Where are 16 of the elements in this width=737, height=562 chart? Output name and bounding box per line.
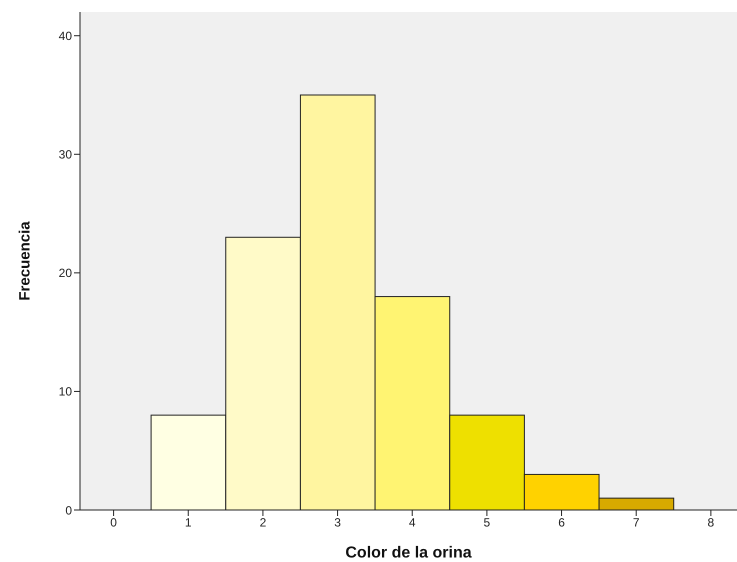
y-axis-title: Frecuencia	[16, 220, 34, 301]
y-tick-label: 10	[58, 384, 72, 399]
x-tick-label: 6	[558, 516, 566, 530]
x-tick-label: 1	[184, 516, 192, 530]
x-tick-label: 7	[632, 516, 640, 530]
y-tick-label: 20	[58, 266, 72, 280]
x-tick-label: 8	[708, 516, 715, 530]
x-tick-label: 4	[408, 516, 416, 530]
x-tick-label: 0	[110, 516, 118, 530]
x-tick-label: 3	[334, 516, 342, 530]
x-tick-label: 2	[260, 516, 267, 530]
x-axis-title: Color de la orina	[345, 544, 472, 562]
x-tick-label: 5	[484, 516, 491, 530]
y-tick-label: 40	[58, 28, 72, 43]
y-tick-label: 30	[58, 148, 72, 162]
y-tick-label: 0	[65, 503, 72, 518]
